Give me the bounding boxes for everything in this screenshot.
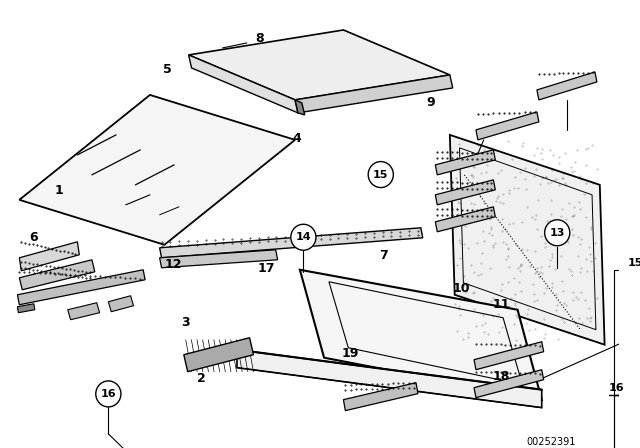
Polygon shape — [628, 431, 639, 444]
Circle shape — [635, 379, 640, 407]
Text: 2: 2 — [197, 372, 205, 385]
Text: 17: 17 — [257, 262, 275, 275]
Polygon shape — [17, 270, 145, 305]
Polygon shape — [17, 304, 35, 313]
Text: 5: 5 — [163, 63, 172, 76]
Text: 16: 16 — [100, 389, 116, 399]
Polygon shape — [68, 303, 100, 320]
Text: 9: 9 — [426, 96, 435, 109]
Polygon shape — [19, 95, 295, 245]
Polygon shape — [189, 55, 298, 113]
Polygon shape — [450, 135, 605, 345]
Text: 19: 19 — [341, 347, 358, 360]
Circle shape — [368, 162, 394, 188]
Text: 11: 11 — [493, 298, 510, 311]
Text: 7: 7 — [380, 249, 388, 262]
Text: 10: 10 — [452, 282, 470, 295]
Text: 13: 13 — [550, 228, 565, 238]
Text: 18: 18 — [493, 370, 510, 383]
Polygon shape — [295, 75, 452, 113]
Polygon shape — [19, 260, 95, 290]
Polygon shape — [435, 150, 495, 175]
Polygon shape — [159, 228, 423, 258]
Text: 00252391: 00252391 — [527, 437, 576, 447]
Polygon shape — [435, 180, 495, 205]
Circle shape — [291, 224, 316, 250]
Polygon shape — [189, 30, 450, 100]
Polygon shape — [159, 250, 278, 268]
Polygon shape — [476, 112, 539, 140]
Text: 8: 8 — [256, 31, 264, 44]
Circle shape — [96, 381, 121, 407]
Polygon shape — [474, 342, 544, 370]
Polygon shape — [19, 242, 79, 271]
Circle shape — [545, 220, 570, 246]
FancyBboxPatch shape — [626, 276, 640, 294]
Polygon shape — [108, 296, 134, 312]
Circle shape — [637, 317, 640, 339]
Text: 4: 4 — [293, 132, 301, 145]
Text: 15: 15 — [628, 258, 640, 268]
Polygon shape — [237, 350, 541, 408]
Text: 3: 3 — [181, 316, 190, 329]
Polygon shape — [300, 270, 541, 400]
Polygon shape — [344, 383, 418, 411]
Text: 1: 1 — [54, 184, 63, 197]
Text: 6: 6 — [29, 231, 38, 244]
Polygon shape — [474, 370, 544, 398]
Text: 14: 14 — [296, 232, 311, 242]
Polygon shape — [184, 338, 253, 372]
Text: 16: 16 — [609, 383, 624, 392]
Text: 12: 12 — [164, 258, 182, 271]
Text: 15: 15 — [373, 170, 388, 180]
Polygon shape — [537, 72, 597, 100]
Circle shape — [621, 405, 640, 431]
Circle shape — [628, 412, 639, 424]
Polygon shape — [435, 207, 495, 232]
Polygon shape — [295, 100, 305, 115]
